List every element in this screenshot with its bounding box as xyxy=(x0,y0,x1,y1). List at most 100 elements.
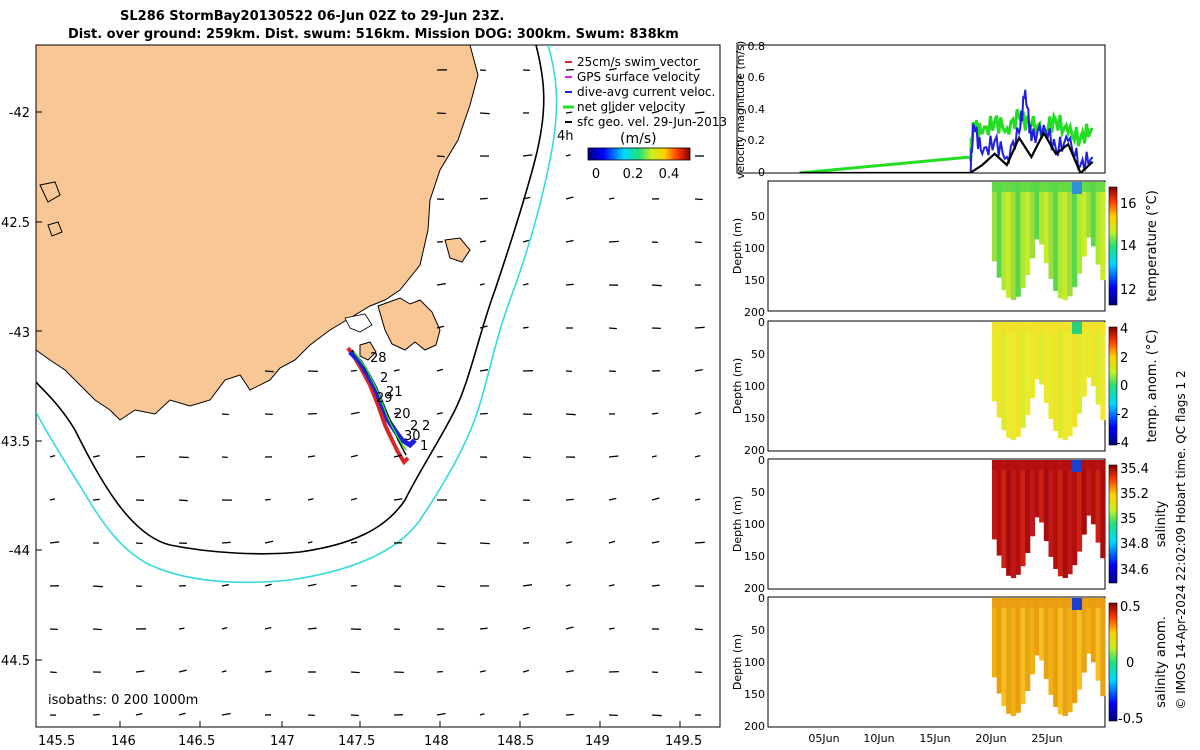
heatmap-cell xyxy=(1072,598,1078,704)
velocity-arrow xyxy=(479,542,490,545)
velocity-arrow xyxy=(694,541,705,544)
heatmap-cell xyxy=(1010,322,1017,441)
heatmap-cell xyxy=(1090,460,1097,525)
velocity-arrow xyxy=(178,712,186,716)
depth-tick: 100 xyxy=(744,380,765,393)
heatmap-anomaly-patch xyxy=(1072,322,1082,334)
track-label: 29 xyxy=(376,391,393,406)
map-colorbar xyxy=(587,147,691,161)
heatmap-cell xyxy=(1090,598,1097,663)
heatmap-cell xyxy=(1001,460,1007,569)
depth-tick: 150 xyxy=(744,550,765,563)
map-colorbar-title: (m/s) xyxy=(620,131,657,147)
colorbar-ticks: 0.5 0 -0.5 xyxy=(1118,600,1143,727)
vel-ytick: 0.6 xyxy=(748,71,766,84)
depth-tick: 100 xyxy=(744,518,765,531)
map-lon-ticks: 145.5 146 146.5 147 147.5 148 148.5 149 … xyxy=(38,734,702,749)
heatmap-cell xyxy=(1053,322,1059,431)
time-tick: 15Jun xyxy=(919,732,950,745)
depth-tick: 150 xyxy=(744,274,765,287)
heatmap-cell xyxy=(1086,598,1092,654)
velocity-arrow xyxy=(264,370,274,373)
heatmap-cell xyxy=(1095,460,1101,543)
heatmap-cell xyxy=(1048,182,1054,279)
velocity-arrow xyxy=(522,283,529,286)
velocity-arrow xyxy=(565,239,574,243)
velocity-arrow xyxy=(221,541,231,544)
velocity-arrow xyxy=(694,198,703,201)
surface-velocity-field xyxy=(49,67,705,717)
temperature-colorbar xyxy=(1108,186,1118,306)
heatmap-cell xyxy=(1081,322,1087,397)
velocity-series-line xyxy=(799,89,1094,173)
lon-tick-label: 146.5 xyxy=(178,734,215,749)
heatmap-cell xyxy=(1010,182,1017,301)
colorbar-label: temp. anom. (°C) xyxy=(1145,329,1160,442)
depth-tick: 200 xyxy=(744,582,765,595)
depth-tick: 100 xyxy=(744,242,765,255)
velocity-arrow xyxy=(436,282,447,286)
corner-label: 4h xyxy=(557,129,574,144)
heatmap-cell xyxy=(1039,460,1045,523)
heatmap-cell xyxy=(996,598,1002,694)
heatmap-cell xyxy=(1015,598,1021,713)
heatmap-cell xyxy=(1015,182,1021,297)
legend-label: net glider velocity xyxy=(577,100,685,114)
velocity-arrow xyxy=(522,239,530,243)
figure-title-line1: SL286 StormBay20130522 06-Jun 02Z to 29-… xyxy=(120,9,505,24)
lon-tick-label: 148.5 xyxy=(497,734,534,749)
heatmap-cell xyxy=(992,460,998,540)
velocity-arrow xyxy=(694,628,703,631)
velocity-arrow xyxy=(49,454,56,458)
colorbar-tick: 0.4 xyxy=(659,167,680,182)
velocity-arrow xyxy=(608,540,616,544)
vel-ytick: 0.8 xyxy=(748,40,766,53)
heatmap-cell xyxy=(992,322,998,402)
heatmap-cell xyxy=(1043,182,1050,263)
time-tick: 05Jun xyxy=(808,732,839,745)
isobath-1000m xyxy=(36,45,558,584)
heatmap-cell xyxy=(1029,182,1035,259)
heatmap-cell xyxy=(1006,322,1012,438)
heatmap-cell xyxy=(1062,322,1068,441)
depth-tick: 200 xyxy=(744,720,765,733)
velocity-series-line xyxy=(799,130,1094,173)
heatmap-cell xyxy=(1067,182,1073,297)
depth-tick: 100 xyxy=(744,656,765,669)
heatmap-cell xyxy=(1039,182,1045,245)
velocity-arrow xyxy=(565,713,574,716)
heatmap-cell xyxy=(992,182,998,262)
velocity-arrow xyxy=(608,584,615,587)
heatmap-cell xyxy=(1029,322,1035,399)
velocity-arrow xyxy=(565,498,574,501)
velocity-arrow xyxy=(135,712,143,716)
heatmap-cell xyxy=(1076,598,1083,690)
velocity-arrow xyxy=(92,455,100,458)
track-label: 20 xyxy=(394,407,411,422)
velocity-arrow xyxy=(651,714,662,717)
cbar-tick: -4 xyxy=(1116,436,1129,451)
depth-ticks: 0 50 100 150 200 xyxy=(744,592,765,733)
velocity-arrow xyxy=(350,714,359,717)
velocity-arrow xyxy=(350,411,360,415)
velocity-arrow xyxy=(264,583,272,587)
cbar-tick: 35 xyxy=(1120,512,1137,527)
heatmap-anomaly-patch xyxy=(1072,460,1082,472)
velocity-arrow xyxy=(350,369,357,372)
heatmap-cell xyxy=(1076,322,1083,414)
velocity-arrow xyxy=(651,540,660,544)
velocity-arrow xyxy=(221,670,227,673)
cbar-tick: 12 xyxy=(1120,283,1137,298)
velocity-arrow xyxy=(479,197,488,200)
velocity-arrow xyxy=(393,412,399,415)
velocity-y-ticks: 0 0.2 0.4 0.6 0.8 xyxy=(748,40,766,179)
land-island-4 xyxy=(39,181,61,203)
velocity-arrow xyxy=(436,412,443,415)
velocity-arrow xyxy=(694,411,702,415)
land-island-5 xyxy=(47,221,63,237)
heatmap-cell xyxy=(996,322,1002,418)
velocity-arrow xyxy=(307,498,314,501)
velocity-arrow xyxy=(694,241,702,244)
velocity-arrow xyxy=(608,240,619,243)
velocity-arrow xyxy=(393,498,403,501)
